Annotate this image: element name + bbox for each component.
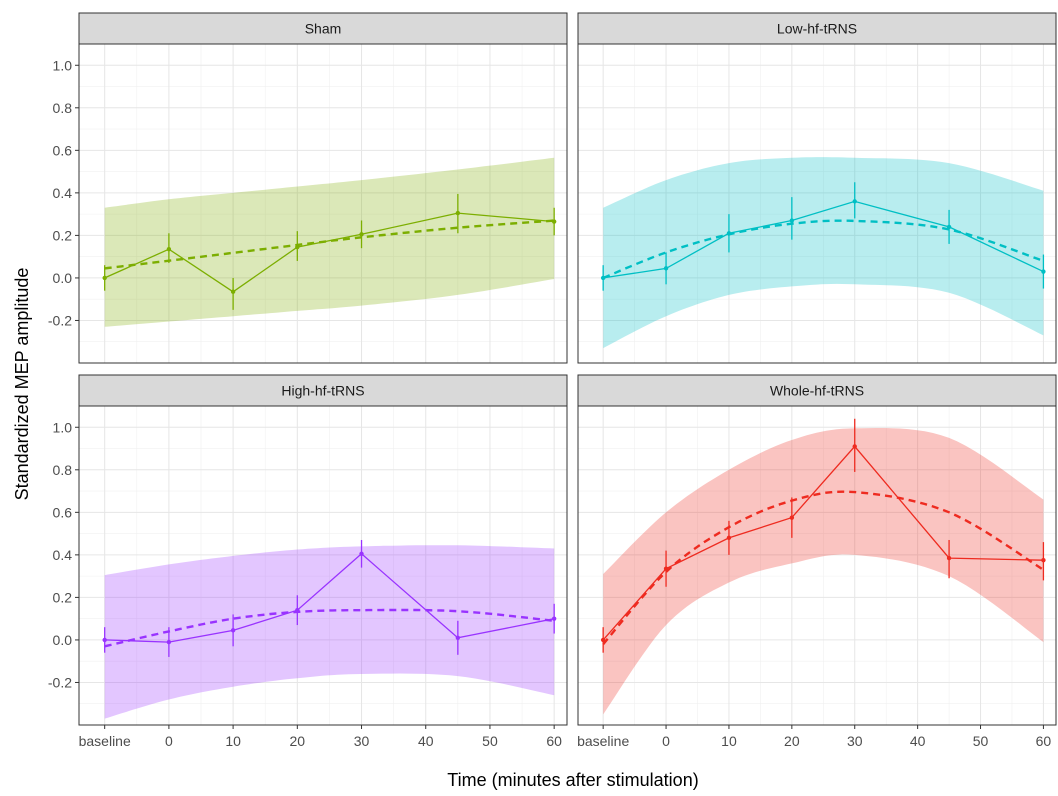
- data-point: [726, 535, 732, 541]
- panel-background: [578, 44, 1056, 363]
- confidence-band: [104, 157, 555, 327]
- panel-border: [577, 43, 1057, 364]
- x-tick-label: 60: [546, 733, 562, 749]
- data-point: [1041, 269, 1046, 274]
- x-tick-label: 30: [847, 733, 863, 749]
- panels-layer: Sham -0.2 0.0 0.2 0.4 0.6 0.8 1.0 Low-hf-tRNS Hig…: [48, 12, 1057, 749]
- x-tick-label: 20: [784, 733, 800, 749]
- panel-title: Sham: [305, 21, 342, 37]
- panel-low-hf-trns: Low-hf-tRNS: [577, 12, 1057, 364]
- y-tick-label: 0.8: [53, 462, 73, 478]
- data-point: [230, 289, 236, 294]
- data-point: [946, 224, 952, 230]
- y-tick-label: 0.6: [53, 142, 73, 158]
- x-tick-label: 20: [290, 733, 306, 749]
- confidence-band: [603, 428, 1044, 715]
- data-point: [102, 637, 107, 643]
- panel-border: [78, 405, 568, 726]
- data-point: [852, 199, 857, 204]
- data-point: [663, 266, 669, 271]
- x-tick-label: 40: [418, 733, 434, 749]
- data-point: [295, 607, 300, 613]
- y-tick-label: -0.2: [48, 312, 72, 328]
- data-point: [852, 444, 857, 449]
- y-tick-label: 1.0: [53, 419, 73, 435]
- data-point: [600, 637, 606, 643]
- panel-whole-hf-trns: Whole-hf-tRNS baseline 0 10 20 30 40 50 60: [577, 374, 1057, 749]
- panel-background: [79, 44, 567, 363]
- data-point: [166, 639, 172, 645]
- confidence-band: [603, 157, 1044, 349]
- data-point: [551, 616, 557, 621]
- y-tick-label: 0.4: [53, 547, 73, 563]
- y-tick-label: 1.0: [53, 57, 73, 73]
- panel-background: [79, 406, 567, 725]
- x-tick-label: baseline: [79, 733, 131, 749]
- panel-background: [578, 406, 1056, 725]
- y-tick-label: 0.0: [53, 270, 73, 286]
- data-point: [230, 628, 236, 633]
- x-tick-label: 30: [354, 733, 370, 749]
- confidence-band: [104, 545, 555, 719]
- panel-sham: Sham -0.2 0.0 0.2 0.4 0.6 0.8 1.0: [48, 12, 568, 364]
- x-tick-label: 60: [1036, 733, 1052, 749]
- x-tick-label: 10: [225, 733, 241, 749]
- data-point: [455, 635, 461, 641]
- x-tick-label: baseline: [577, 733, 629, 749]
- y-tick-label: 0.0: [53, 632, 73, 648]
- panel-strip: [577, 374, 1057, 407]
- data-point: [166, 247, 172, 252]
- x-tick-label: 10: [721, 733, 737, 749]
- data-point: [663, 566, 669, 571]
- data-point: [726, 231, 732, 236]
- panel-high-hf-trns: High-hf-tRNS -0.2 0.0 0.2 0.4 0.6 0.8 1.0 baseli…: [48, 374, 568, 749]
- data-point: [102, 275, 107, 281]
- x-tick-label: 0: [662, 733, 670, 749]
- x-tick-label: 0: [165, 733, 173, 749]
- y-tick-label: 0.4: [53, 185, 73, 201]
- y-tick-label: 0.6: [53, 504, 73, 520]
- y-tick-label: 0.2: [53, 589, 73, 605]
- x-tick-label: 50: [482, 733, 498, 749]
- panel-border: [78, 43, 568, 364]
- data-point: [359, 232, 364, 237]
- data-point: [551, 219, 557, 224]
- panel-border: [577, 405, 1057, 726]
- y-tick-label: 0.8: [53, 100, 73, 116]
- data-point: [359, 551, 364, 557]
- y-axis-title: Standardized MEP amplitude: [12, 268, 32, 501]
- panel-title: Low-hf-tRNS: [777, 21, 857, 37]
- panel-title: High-hf-tRNS: [281, 383, 364, 399]
- data-point: [946, 555, 952, 561]
- panel-title: Whole-hf-tRNS: [770, 383, 864, 399]
- data-point: [600, 275, 606, 281]
- panel-strip: [78, 12, 568, 45]
- panel-strip: [78, 374, 568, 407]
- data-point: [1041, 557, 1046, 563]
- x-axis-title: Time (minutes after stimulation): [447, 770, 698, 790]
- data-point: [789, 218, 795, 223]
- y-tick-label: -0.2: [48, 674, 72, 690]
- x-tick-label: 40: [910, 733, 926, 749]
- x-tick-label: 50: [973, 733, 989, 749]
- data-point: [789, 515, 795, 520]
- data-point: [455, 210, 461, 216]
- data-point: [295, 244, 300, 250]
- y-tick-label: 0.2: [53, 227, 73, 243]
- panel-strip: [577, 12, 1057, 45]
